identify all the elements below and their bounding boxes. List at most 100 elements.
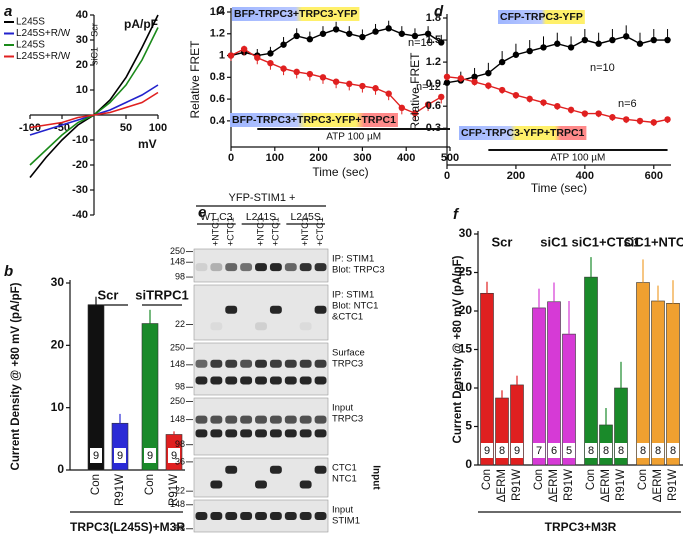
mw-marker: 98 [175, 271, 185, 281]
marker [346, 80, 353, 88]
blot-band [269, 376, 282, 385]
stimulus-label: ATP 100 µM [551, 153, 606, 164]
y-tick-label: 1.2 [426, 56, 441, 68]
blot-band [225, 415, 238, 424]
legend-label: L245S+R/W [16, 28, 71, 39]
marker [457, 75, 464, 82]
row-label: NTC1 [332, 474, 357, 485]
marker [485, 69, 492, 77]
legend-group: siC1 [89, 47, 99, 65]
blot-band [269, 465, 282, 474]
annotation: n=12 [416, 81, 441, 93]
marker [385, 25, 392, 32]
marker [595, 110, 602, 117]
n-label: 9 [514, 445, 520, 457]
mw-marker: 22 [175, 319, 185, 329]
mw-marker: 98 [175, 382, 185, 392]
marker [359, 82, 366, 90]
mw-marker: 148 [170, 257, 185, 267]
n-label: 9 [93, 450, 99, 462]
n-box [600, 443, 612, 458]
row-label: Blot: NTC1 [332, 301, 378, 312]
marker [240, 45, 248, 53]
blot-panel [193, 457, 329, 498]
bar [651, 300, 665, 466]
group-label: siC1+NTC1 [624, 234, 683, 249]
x-tick-label: 50 [120, 122, 132, 134]
blot-band [314, 429, 327, 438]
mw-marker: 250 [170, 246, 185, 256]
n-label: 8 [499, 445, 505, 457]
panel-letter: a [4, 3, 12, 20]
marker [372, 28, 379, 35]
blot-band [225, 305, 238, 314]
blot-band [299, 415, 312, 424]
x-tick-label: 600 [645, 170, 663, 182]
row-label: &CTC1 [332, 312, 363, 323]
blot-group: L245S [290, 211, 320, 223]
legend-box [232, 7, 360, 21]
row-label: Surface [332, 348, 365, 359]
y-axis-label: Relative FRET [408, 52, 422, 131]
mw-marker: 250 [170, 343, 185, 353]
x-tick-label: -100 [19, 122, 41, 134]
marker [650, 119, 657, 126]
blot-band [195, 415, 208, 424]
x-tick-label: Con [637, 469, 649, 490]
blot-band [255, 263, 267, 272]
row-label: Blot: TRPC3 [332, 265, 385, 276]
legend-label: CFP-TRPC3-YFP [500, 11, 583, 23]
y-tick-label: 5 [465, 419, 472, 433]
marker [438, 93, 445, 101]
x-tick-label: 400 [576, 170, 594, 182]
blot-band [210, 415, 223, 424]
marker [411, 32, 419, 40]
blot-band [210, 376, 223, 385]
marker [664, 36, 671, 44]
n-label: 9 [147, 450, 153, 462]
x-tick-label: 100 [266, 152, 284, 164]
marker [398, 104, 406, 112]
marker [385, 90, 392, 97]
n-label: 9 [171, 450, 177, 462]
legend-label: L245S [16, 40, 45, 51]
marker [471, 78, 478, 86]
lane-label: +CTC1 [270, 217, 280, 246]
marker [567, 44, 575, 51]
blot-band [269, 429, 282, 438]
marker [319, 30, 327, 37]
y-tick-label: 0.4 [210, 115, 226, 127]
blot-band [255, 512, 267, 520]
panel-letter: d [434, 3, 444, 20]
blot-band [255, 429, 267, 438]
blot-band [284, 415, 297, 424]
blot-band [299, 263, 312, 272]
marker [498, 58, 506, 66]
bar [636, 282, 650, 466]
marker [359, 33, 366, 41]
y-tick-label: 20 [76, 59, 88, 71]
blot-band [314, 359, 327, 368]
y-tick-label: 0.6 [426, 100, 441, 112]
x-tick-label: 100 [149, 122, 167, 134]
y-tick-label: 25 [459, 265, 473, 279]
blot-band [240, 376, 253, 385]
x-tick-label: Con [144, 474, 156, 495]
legend-label: L245S+R/W [16, 51, 71, 62]
y-tick-label: 1.8 [426, 12, 441, 24]
blot-header: YFP-STIM1 + [229, 192, 296, 204]
n-box [652, 443, 664, 458]
blot-band [255, 322, 267, 331]
x-tick-label: R91W [563, 469, 575, 501]
x-tick-label: 300 [353, 152, 371, 164]
marker [319, 74, 327, 81]
annotation: n=6 [618, 98, 637, 110]
marker [293, 68, 300, 76]
group-label: siC1 [540, 234, 567, 249]
marker [609, 36, 616, 44]
blot-band [314, 305, 327, 314]
blot-band [225, 263, 238, 272]
blot-band [284, 512, 297, 520]
lane-label: +NTC1 [211, 217, 221, 246]
n-box [533, 443, 545, 458]
